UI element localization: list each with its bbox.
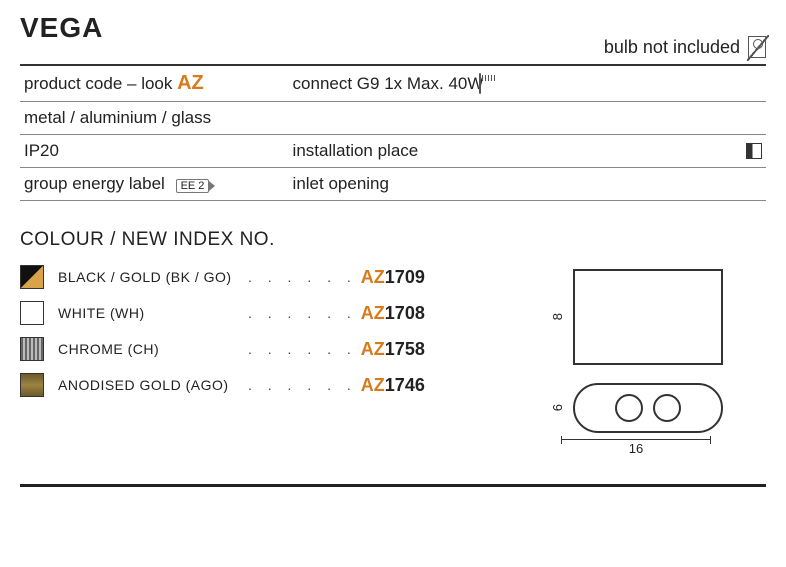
top-note-row: bulb not included — [20, 36, 766, 58]
swatch-chrome — [20, 337, 44, 361]
colour-label: BLACK / GOLD (BK / GO) — [58, 269, 248, 285]
dim-width: 16 — [629, 441, 643, 456]
index-num: 1746 — [385, 375, 425, 395]
index-num: 1708 — [385, 303, 425, 323]
bottom-view: 6 16 — [550, 383, 723, 458]
spec-inlet: inlet opening — [289, 168, 766, 201]
spec-table: product code – look AZ connect G9 1x Max… — [20, 66, 766, 201]
colour-label: ANODISED GOLD (AGO) — [58, 377, 248, 393]
lower-section: BLACK / GOLD (BK / GO) . . . . . . AZ170… — [20, 265, 766, 458]
colour-label: WHITE (WH) — [58, 305, 248, 321]
no-bulb-icon — [748, 36, 766, 58]
spec-row-4: group energy label EE 2 inlet opening — [20, 168, 766, 201]
swatch-black-gold — [20, 265, 44, 289]
installation-place-icon — [746, 143, 762, 159]
dim-height: 8 — [550, 313, 565, 320]
footer-rule — [20, 484, 766, 487]
index-prefix: AZ — [361, 267, 385, 287]
index-prefix: AZ — [361, 339, 385, 359]
spec-product-code: product code – look AZ — [20, 66, 289, 102]
leader-dots: . . . . . . — [248, 341, 357, 357]
dim-width-wrap: 16 — [561, 437, 711, 458]
spec-energy-label: group energy label — [24, 174, 165, 193]
spec-connect: connect G9 1x Max. 40W — [289, 66, 766, 102]
front-view: 8 — [550, 269, 723, 365]
spec-empty — [289, 102, 766, 135]
rect-diagram — [573, 269, 723, 365]
spec-row-1: product code – look AZ connect G9 1x Max… — [20, 66, 766, 102]
bulb-note: bulb not included — [604, 37, 740, 58]
lamp-hole-icon — [615, 394, 643, 422]
colour-row: WHITE (WH) . . . . . . AZ1708 — [20, 301, 486, 325]
spec-row-2: metal / aluminium / glass — [20, 102, 766, 135]
colour-list: BLACK / GOLD (BK / GO) . . . . . . AZ170… — [20, 265, 486, 458]
index-code: AZ1709 — [361, 267, 425, 288]
dim-width-line — [561, 439, 711, 440]
spec-product-code-label: product code – look — [24, 74, 177, 93]
spec-ip: IP20 — [20, 135, 289, 168]
spec-install-text: installation place — [293, 141, 419, 160]
spec-row-3: IP20 installation place — [20, 135, 766, 168]
lamp-hole-icon — [653, 394, 681, 422]
index-prefix: AZ — [361, 303, 385, 323]
swatch-white — [20, 301, 44, 325]
swatch-anodised-gold — [20, 373, 44, 397]
index-prefix: AZ — [361, 375, 385, 395]
oval-diagram — [573, 383, 723, 433]
colour-row: ANODISED GOLD (AGO) . . . . . . AZ1746 — [20, 373, 486, 397]
az-prefix: AZ — [177, 72, 204, 94]
index-num: 1709 — [385, 267, 425, 287]
leader-dots: . . . . . . — [248, 269, 357, 285]
spec-energy: group energy label EE 2 — [20, 168, 289, 201]
spec-materials: metal / aluminium / glass — [20, 102, 289, 135]
energy-badge-icon: EE 2 — [176, 179, 210, 193]
colour-label: CHROME (CH) — [58, 341, 248, 357]
spec-connect-text: connect G9 1x Max. 40W — [293, 74, 484, 93]
spec-install-place: installation place — [289, 135, 766, 168]
leader-dots: . . . . . . — [248, 305, 357, 321]
leader-dots: . . . . . . — [248, 377, 357, 393]
dim-depth: 6 — [550, 404, 565, 411]
index-code: AZ1746 — [361, 375, 425, 396]
colour-row: BLACK / GOLD (BK / GO) . . . . . . AZ170… — [20, 265, 486, 289]
index-code: AZ1758 — [361, 339, 425, 360]
dimension-diagrams: 8 6 16 — [506, 265, 766, 458]
colour-section-title: COLOUR / NEW INDEX NO. — [20, 229, 766, 251]
index-code: AZ1708 — [361, 303, 425, 324]
colour-row: CHROME (CH) . . . . . . AZ1758 — [20, 337, 486, 361]
index-num: 1758 — [385, 339, 425, 359]
